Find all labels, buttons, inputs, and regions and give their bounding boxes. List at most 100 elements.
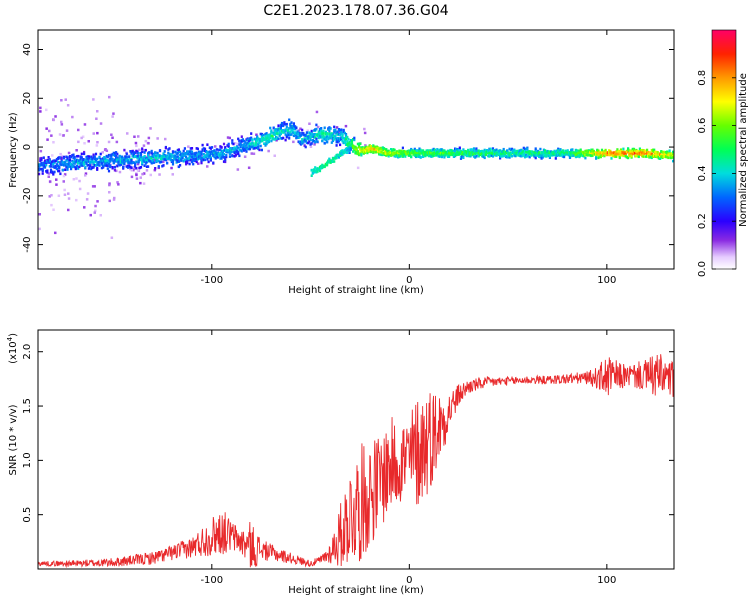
spectrogram-cell bbox=[384, 148, 387, 151]
spectrogram-cell bbox=[55, 183, 58, 186]
spectrogram-cell bbox=[266, 139, 269, 143]
spectrogram-cell bbox=[179, 153, 182, 157]
spectrogram-cell bbox=[579, 154, 582, 157]
spectrogram-cell bbox=[198, 150, 201, 154]
spectrogram-cell bbox=[443, 155, 446, 159]
spectrogram-cell bbox=[193, 152, 196, 155]
spectrogram-cell bbox=[344, 143, 348, 146]
spectrogram-cell bbox=[361, 149, 364, 152]
spectrogram-cell bbox=[205, 155, 208, 159]
spectrogram-cell bbox=[264, 135, 267, 139]
spectrogram-cell bbox=[116, 164, 119, 168]
spectrogram-cell bbox=[195, 157, 198, 161]
spectrogram-cell bbox=[299, 140, 303, 143]
spectrogram-cell bbox=[147, 142, 150, 145]
spectrogram-cell bbox=[570, 153, 573, 157]
spectrogram-cell bbox=[51, 154, 54, 157]
spectrogram-cell bbox=[541, 156, 544, 159]
spectrogram-cell bbox=[554, 157, 557, 160]
spectrogram-cell bbox=[647, 150, 650, 154]
spectrogram-cell bbox=[301, 142, 304, 145]
spectrogram-cell bbox=[170, 166, 173, 170]
spectrogram-cell bbox=[448, 153, 451, 157]
spectrogram-cell bbox=[225, 155, 228, 159]
x-tick-label: 100 bbox=[597, 575, 616, 586]
spectrogram-cell bbox=[321, 139, 324, 143]
spectrogram-cell bbox=[107, 162, 111, 165]
spectrogram-cell bbox=[475, 147, 478, 150]
spectrogram-cell bbox=[187, 152, 190, 156]
spectrogram-cell bbox=[70, 167, 73, 171]
spectrogram-cell bbox=[94, 209, 97, 213]
spectrogram-cell bbox=[89, 213, 92, 217]
spectrogram-cell bbox=[113, 196, 116, 200]
spectrogram-cell bbox=[200, 151, 203, 154]
spectrogram-cell bbox=[96, 163, 99, 167]
spectrogram-cell bbox=[133, 135, 136, 138]
spectrogram-cell bbox=[360, 146, 363, 149]
spectrogram-cell bbox=[574, 149, 577, 153]
spectrogram-cell bbox=[272, 137, 275, 141]
spectrogram-cell bbox=[47, 161, 50, 164]
spectrogram-cell bbox=[241, 138, 244, 141]
spectrogram-cell bbox=[280, 137, 284, 140]
spectrogram-cell bbox=[124, 164, 127, 168]
spectrogram-cell bbox=[134, 141, 138, 145]
spectrogram-cell bbox=[239, 145, 242, 149]
spectrogram-cell bbox=[565, 150, 568, 153]
spectrogram-frame bbox=[37, 29, 675, 270]
spectrogram-cell bbox=[214, 151, 217, 154]
spectrogram-cell bbox=[565, 153, 568, 156]
spectrogram-cell bbox=[158, 154, 162, 158]
spectrogram-cell bbox=[348, 151, 351, 154]
spectrogram-cell bbox=[337, 156, 340, 159]
spectrogram-cell bbox=[131, 161, 134, 164]
spectrogram-cell bbox=[284, 123, 287, 126]
spectrogram-cell bbox=[202, 158, 205, 162]
spectrogram-cell bbox=[96, 200, 99, 203]
spectrogram-cell bbox=[286, 134, 290, 137]
spectrogram-cell bbox=[534, 153, 537, 157]
spectrogram-cell bbox=[337, 154, 340, 158]
spectrogram-cell bbox=[254, 140, 258, 144]
spectrogram-cell bbox=[353, 136, 356, 140]
spectrogram-cell bbox=[259, 140, 262, 143]
spectrogram-cell bbox=[276, 136, 279, 139]
spectrogram-cell bbox=[188, 155, 191, 158]
spectrogram-cell bbox=[527, 151, 530, 154]
spectrogram-cell bbox=[186, 150, 189, 153]
spectrogram-cell bbox=[171, 151, 175, 154]
spectrogram-cell bbox=[38, 163, 41, 166]
spectrogram-cell bbox=[179, 150, 182, 154]
spectrogram-cell bbox=[71, 165, 74, 169]
spectrogram-cell bbox=[425, 149, 428, 153]
spectrogram-cell bbox=[509, 148, 512, 151]
spectrogram-cell bbox=[144, 139, 148, 143]
spectrogram-cell bbox=[467, 150, 470, 154]
spectrogram-cell bbox=[252, 145, 255, 148]
spectrogram-cell bbox=[424, 151, 427, 154]
spectrogram-cell bbox=[226, 144, 229, 147]
spectrogram-cell bbox=[137, 155, 140, 158]
spectrogram-cell bbox=[516, 149, 519, 153]
spectrogram-cell bbox=[330, 137, 334, 141]
spectrogram-cell bbox=[84, 159, 87, 162]
spectrogram-cell bbox=[643, 152, 646, 155]
spectrogram-cell bbox=[180, 159, 183, 162]
spectrogram-cell bbox=[128, 155, 131, 158]
spectrogram-cell bbox=[338, 130, 341, 134]
spectrogram-cell bbox=[553, 151, 556, 154]
spectrogram-cell bbox=[589, 154, 592, 157]
spectrogram-cell bbox=[195, 155, 198, 158]
spectrogram-cell bbox=[118, 163, 121, 167]
spectrogram-cell bbox=[78, 162, 81, 165]
spectrogram-cell bbox=[104, 159, 107, 163]
spectrogram-cell bbox=[81, 158, 84, 161]
spectrogram-cell bbox=[65, 159, 68, 162]
spectrogram-cell bbox=[585, 149, 588, 153]
spectrogram-cell bbox=[330, 132, 333, 135]
spectrogram-cell bbox=[70, 165, 73, 169]
spectrogram-cell bbox=[616, 152, 619, 156]
spectrogram-cell bbox=[279, 132, 282, 136]
spectrogram-cell bbox=[38, 213, 41, 216]
